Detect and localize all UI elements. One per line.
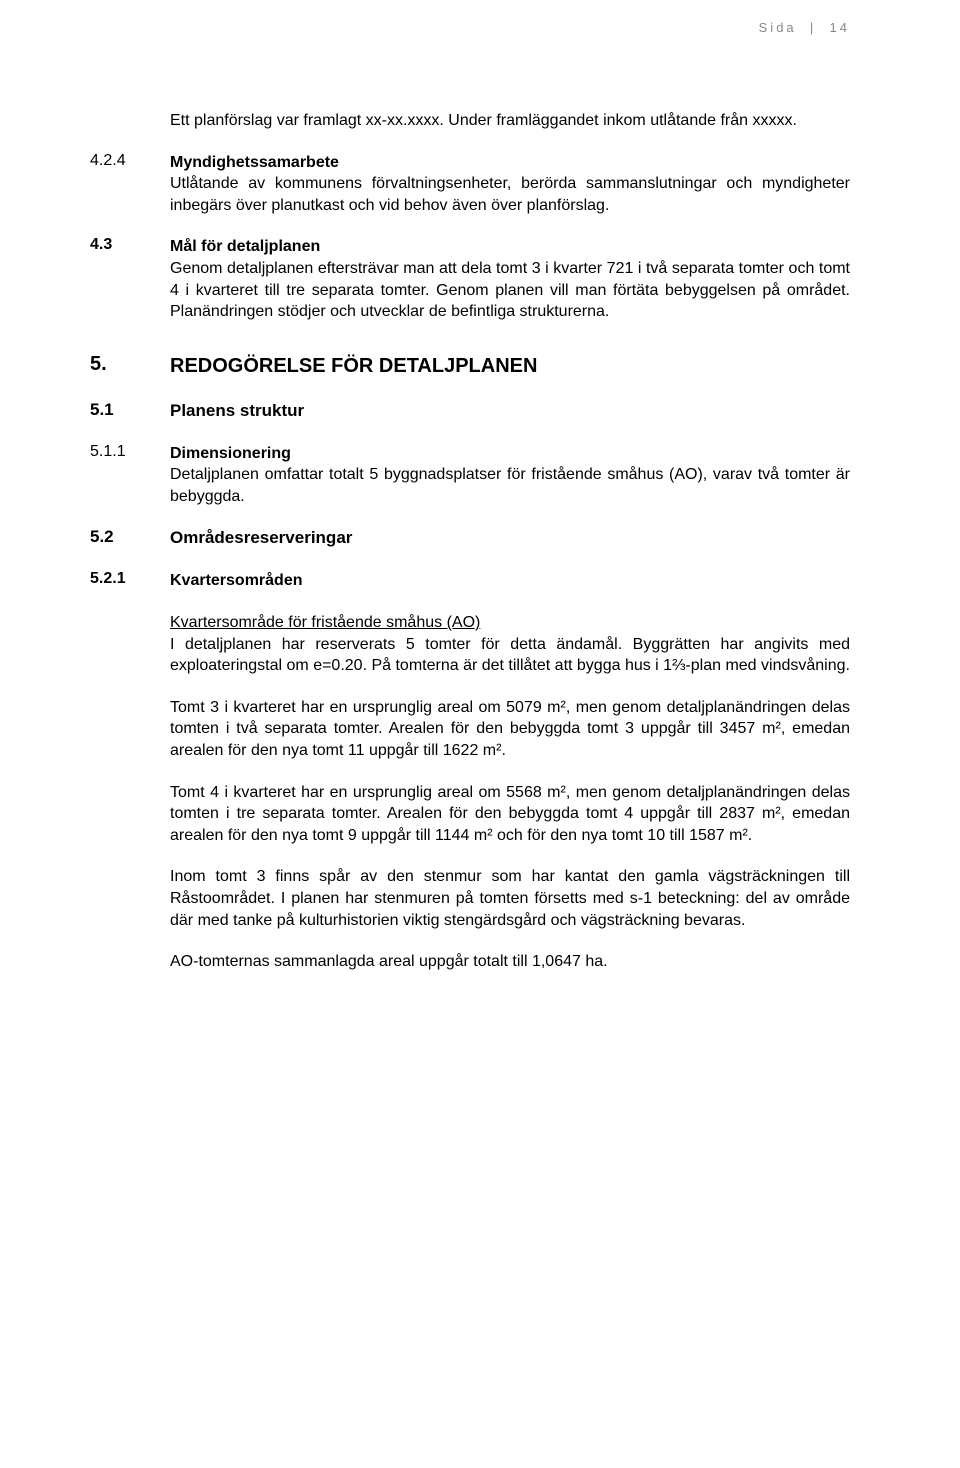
page-header: Sida | 14 bbox=[759, 20, 850, 35]
section-number-5: 5. bbox=[90, 353, 170, 376]
paragraph-5-2-1-p5: AO-tomternas sammanlagda areal uppgår to… bbox=[170, 951, 850, 973]
section-title-5-1-1: Dimensionering bbox=[170, 445, 291, 462]
section-title-5-1: Planens struktur bbox=[170, 400, 850, 423]
paragraph-5-2-1-p4: Inom tomt 3 finns spår av den stenmur so… bbox=[170, 866, 850, 931]
section-body-4-3: Mål för detaljplanen Genom detaljplanen … bbox=[170, 236, 850, 322]
section-title-5-2-1: Kvartersområden bbox=[170, 570, 850, 592]
section-number-5-2: 5.2 bbox=[90, 527, 170, 547]
paragraph-5-2-1-p1: I detaljplanen har reserverats 5 tomter … bbox=[170, 636, 850, 675]
section-body-4-2-4: Myndighetssamarbete Utlåtande av kommune… bbox=[170, 152, 850, 217]
paragraph-5-2-1-p3: Tomt 4 i kvarteret har en ursprunglig ar… bbox=[170, 782, 850, 847]
section-body-5-1-1: Dimensionering Detaljplanen omfattar tot… bbox=[170, 443, 850, 508]
subhead-5-2-1: Kvartersområde för fristående småhus (AO… bbox=[170, 614, 480, 631]
section-title-4-2-4: Myndighetssamarbete bbox=[170, 154, 339, 171]
section-number-5-2-1: 5.2.1 bbox=[90, 570, 170, 588]
section-body-5-2-1-p1: Kvartersområde för fristående småhus (AO… bbox=[170, 612, 850, 677]
section-text-5-1-1: Detaljplanen omfattar totalt 5 byggnadsp… bbox=[170, 466, 850, 505]
section-title-4-3: Mål för detaljplanen bbox=[170, 238, 320, 255]
intro-paragraph: Ett planförslag var framlagt xx-xx.xxxx.… bbox=[170, 110, 850, 132]
paragraph-5-2-1-p2: Tomt 3 i kvarteret har en ursprunglig ar… bbox=[170, 697, 850, 762]
section-number-5-1: 5.1 bbox=[90, 400, 170, 420]
section-text-4-2-4: Utlåtande av kommunens förvaltningsenhet… bbox=[170, 175, 850, 214]
section-title-5-2: Områdesreserveringar bbox=[170, 527, 850, 550]
section-number-4-2-4: 4.2.4 bbox=[90, 152, 170, 170]
section-number-4-3: 4.3 bbox=[90, 236, 170, 254]
section-number-5-1-1: 5.1.1 bbox=[90, 443, 170, 461]
page-label: Sida bbox=[759, 20, 797, 35]
section-title-5: REDOGÖRELSE FÖR DETALJPLANEN bbox=[170, 353, 850, 380]
section-text-4-3: Genom detaljplanen eftersträvar man att … bbox=[170, 260, 850, 320]
page-number: 14 bbox=[830, 20, 850, 35]
